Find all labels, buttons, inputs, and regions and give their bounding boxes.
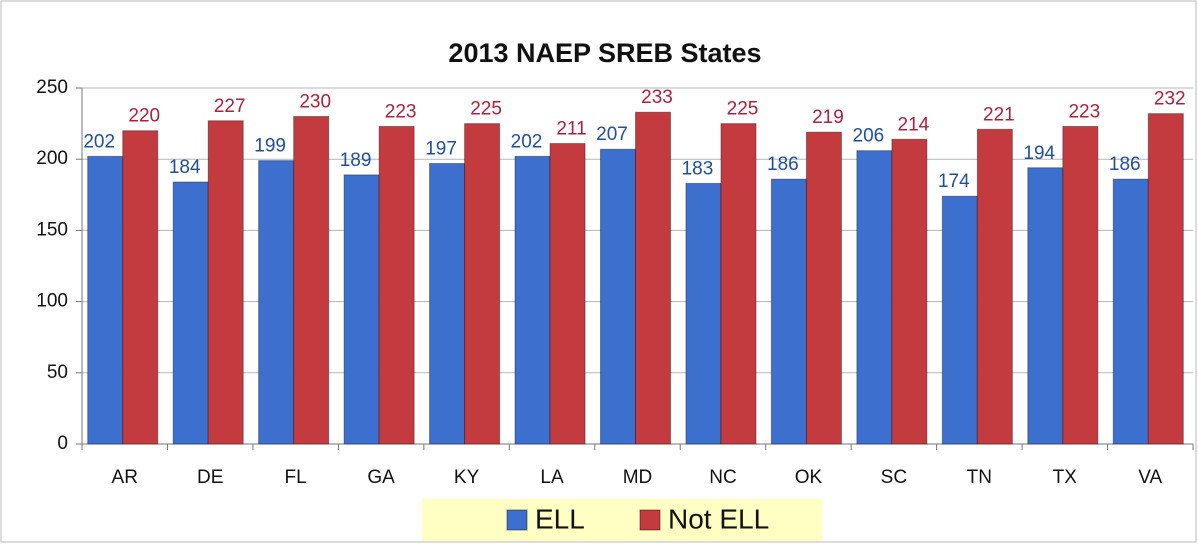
value-label: 184 <box>169 157 201 178</box>
value-label: 223 <box>385 101 417 122</box>
bar <box>172 181 209 445</box>
x-tick-label: TX <box>1053 467 1078 488</box>
value-label: 225 <box>470 99 502 120</box>
legend-box <box>422 499 822 541</box>
x-tick-label: TN <box>967 467 992 488</box>
value-label: 211 <box>556 119 586 140</box>
bar <box>1147 113 1184 445</box>
bar <box>514 155 551 445</box>
bar <box>87 155 124 445</box>
value-label: 183 <box>682 158 714 179</box>
legend-label: ELL <box>535 503 585 534</box>
y-tick-label: 200 <box>36 148 68 169</box>
value-label: 206 <box>853 126 885 147</box>
value-label: 194 <box>1023 143 1055 164</box>
bar <box>549 143 586 445</box>
bar <box>805 131 842 445</box>
bar <box>343 174 380 445</box>
value-label: 174 <box>938 171 970 192</box>
bar <box>464 123 501 445</box>
value-label: 223 <box>1068 101 1100 122</box>
x-tick-label: GA <box>367 467 395 488</box>
bar <box>293 115 330 445</box>
legend-swatch <box>639 509 661 531</box>
x-tick-label: AR <box>112 467 138 488</box>
value-label: 199 <box>254 136 286 157</box>
value-label: 227 <box>214 96 246 117</box>
y-tick-label: 50 <box>47 362 68 383</box>
bar <box>976 128 1013 445</box>
x-tick-label: KY <box>454 467 480 488</box>
x-tick-label: VA <box>1138 467 1162 488</box>
value-label: 197 <box>425 138 457 159</box>
bar <box>122 130 159 445</box>
bar <box>720 123 757 445</box>
x-tick-label: NC <box>709 467 736 488</box>
value-label: 220 <box>128 106 160 127</box>
bar <box>685 182 722 445</box>
value-label: 186 <box>767 154 799 175</box>
x-tick-label: DE <box>197 467 223 488</box>
x-tick-label: LA <box>540 467 564 488</box>
x-tick-label: SC <box>881 467 907 488</box>
x-tick-label: FL <box>285 467 307 488</box>
x-tick-label: MD <box>623 467 653 488</box>
bar <box>1112 178 1149 445</box>
value-label: 186 <box>1109 154 1141 175</box>
bar <box>856 150 893 445</box>
bar <box>770 178 807 445</box>
value-label: 230 <box>299 91 331 112</box>
bar <box>1027 167 1064 445</box>
chart-title: 2013 NAEP SREB States <box>448 38 761 68</box>
y-tick-label: 250 <box>36 77 68 98</box>
value-label: 233 <box>641 87 673 108</box>
x-tick-label: OK <box>795 467 823 488</box>
bar <box>599 148 636 445</box>
legend-swatch <box>506 509 528 531</box>
bar <box>429 162 466 445</box>
value-label: 189 <box>340 150 372 171</box>
legend-label: Not ELL <box>668 503 769 534</box>
value-label: 225 <box>727 99 759 120</box>
value-label: 214 <box>898 114 930 135</box>
bar <box>1062 125 1099 445</box>
bar <box>207 120 244 445</box>
value-label: 202 <box>511 131 543 152</box>
y-tick-label: 150 <box>36 219 68 240</box>
value-label: 219 <box>812 107 844 128</box>
value-label: 221 <box>983 104 1015 125</box>
value-label: 202 <box>83 131 115 152</box>
bar <box>258 160 295 445</box>
value-label: 207 <box>596 124 628 145</box>
bar <box>941 195 978 445</box>
bar <box>378 125 415 445</box>
bar <box>891 138 928 445</box>
y-tick-label: 100 <box>36 291 68 312</box>
y-tick-label: 0 <box>57 433 68 454</box>
bar <box>635 111 672 445</box>
value-label: 232 <box>1154 89 1186 110</box>
